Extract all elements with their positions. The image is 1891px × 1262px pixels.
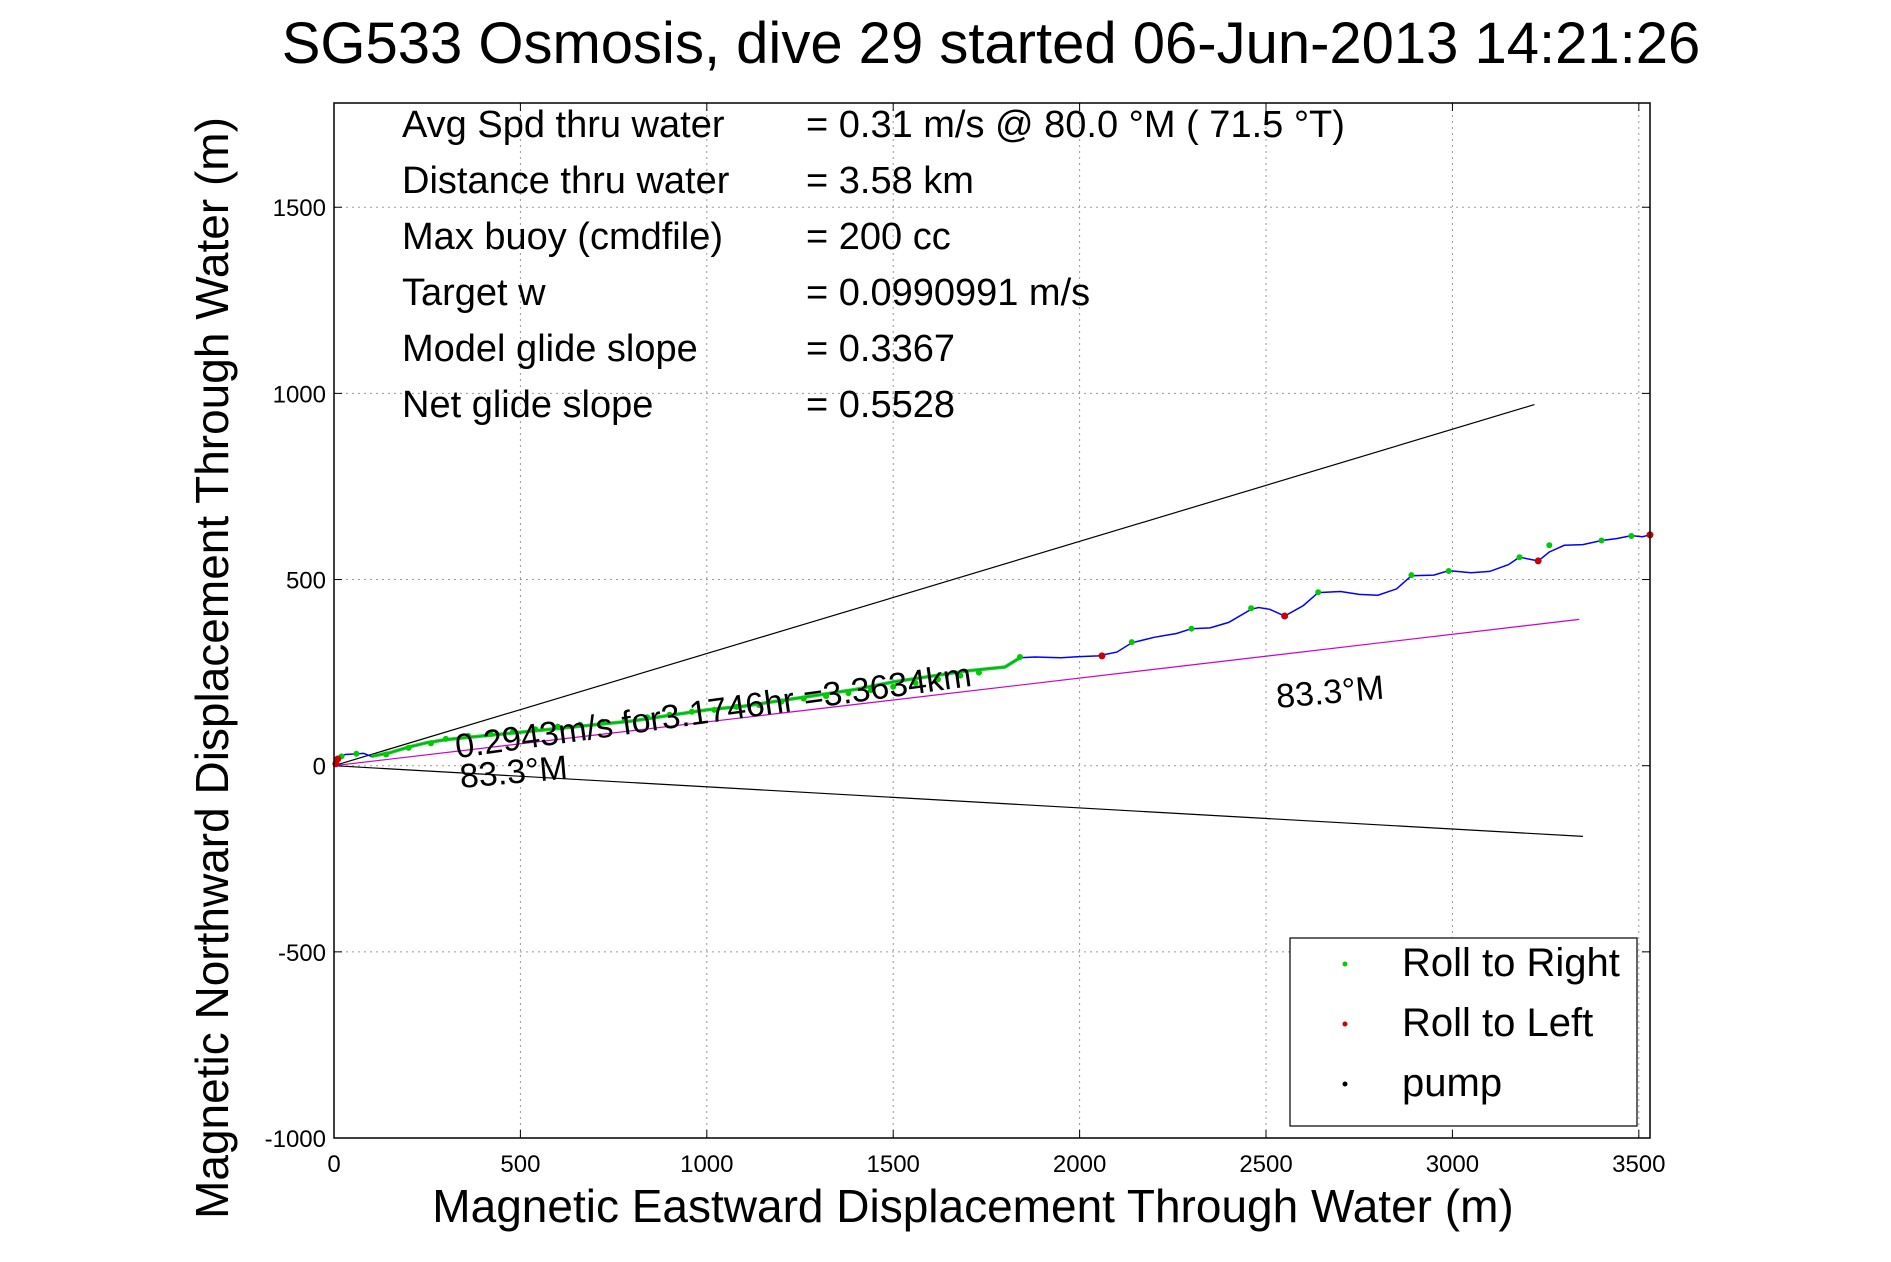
roll-right-point xyxy=(1546,542,1553,549)
roll-left-point xyxy=(1098,652,1106,660)
legend-marker xyxy=(1342,1081,1348,1087)
roll-right-band xyxy=(370,656,1021,759)
info-value: = 0.31 m/s @ 80.0 °M ( 71.5 °T) xyxy=(806,104,1345,146)
roll-right-point xyxy=(1445,567,1452,574)
y-tick-label: 1500 xyxy=(273,195,326,222)
roll-right-point xyxy=(353,750,360,757)
info-value: = 3.58 km xyxy=(806,160,974,202)
roll-right-point xyxy=(867,687,874,694)
x-tick-label: 3000 xyxy=(1426,1151,1479,1178)
roll-right-point xyxy=(1408,572,1415,579)
info-label: Avg Spd thru water xyxy=(402,104,725,146)
info-label: Net glide slope xyxy=(402,384,653,426)
plot-frame xyxy=(333,102,1651,1139)
roll-right-point xyxy=(1188,625,1195,632)
legend-label: pump xyxy=(1402,1061,1502,1105)
roll-left-point xyxy=(1534,557,1542,565)
roll-right-point xyxy=(1598,537,1605,544)
roll-left-point xyxy=(334,755,342,763)
series-line-lower-bound xyxy=(333,765,1583,837)
info-label: Distance thru water xyxy=(402,160,730,202)
x-tick-label: 3500 xyxy=(1612,1151,1665,1178)
x-tick-label: 0 xyxy=(327,1151,340,1178)
y-tick-label: 1000 xyxy=(273,381,326,408)
y-tick-label: -1000 xyxy=(265,1126,326,1153)
series-lines xyxy=(333,404,1651,837)
roll-right-point xyxy=(1516,554,1523,561)
roll-points xyxy=(332,531,1654,768)
info-value: = 0.5528 xyxy=(806,384,955,426)
y-axis-label: Magnetic Northward Displacement Through … xyxy=(186,117,238,1219)
legend-label: Roll to Left xyxy=(1402,1001,1593,1045)
roll-left-point xyxy=(1281,612,1289,620)
axis-ticks: 0 500 1000 1500 2000 2500 3000 3500 -1000 -500 0 50… xyxy=(265,103,1666,1178)
x-tick-label: 1500 xyxy=(867,1151,920,1178)
chart-title: SG533 Osmosis, dive 29 started 06-Jun-20… xyxy=(282,11,1701,76)
info-value: = 0.3367 xyxy=(806,328,955,370)
roll-right-point xyxy=(912,680,919,687)
info-label: Max buoy (cmdfile) xyxy=(402,216,723,258)
info-value: = 200 cc xyxy=(806,216,951,258)
info-label: Target w xyxy=(402,272,546,314)
roll-right-point xyxy=(1248,605,1255,612)
roll-right-point xyxy=(1315,589,1322,596)
roll-right-point xyxy=(890,683,897,690)
x-tick-label: 1000 xyxy=(680,1151,733,1178)
grid-lines xyxy=(334,103,1650,1139)
roll-right-point xyxy=(957,672,964,679)
dive-info-block: Avg Spd thru water = 0.31 m/s @ 80.0 °M (… xyxy=(402,104,1345,426)
x-tick-label: 500 xyxy=(500,1151,540,1178)
heading-annotation-start: 83.3°M xyxy=(458,749,569,796)
chart-legend: Roll to Right Roll to Left pump xyxy=(1289,937,1638,1127)
roll-right-point xyxy=(934,676,941,683)
legend-marker xyxy=(1342,1021,1348,1027)
x-tick-label: 2500 xyxy=(1239,1151,1292,1178)
x-tick-label: 2000 xyxy=(1053,1151,1106,1178)
legend-label: Roll to Right xyxy=(1402,941,1620,985)
legend-box xyxy=(1289,937,1638,1127)
roll-right-point xyxy=(1628,532,1635,539)
legend-marker xyxy=(1342,961,1348,967)
y-tick-label: 500 xyxy=(286,568,326,595)
x-axis-label: Magnetic Eastward Displacement Through W… xyxy=(432,1180,1513,1232)
series-line-upper-bound xyxy=(333,404,1535,767)
heading-annotation-end: 83.3°M xyxy=(1275,669,1386,716)
roll-right-point xyxy=(1128,639,1135,646)
series-line-heading-line xyxy=(333,618,1580,767)
y-tick-label: 0 xyxy=(313,754,326,781)
info-value: = 0.0990991 m/s xyxy=(806,272,1090,314)
info-label: Model glide slope xyxy=(402,328,698,370)
y-tick-label: -500 xyxy=(278,940,326,967)
